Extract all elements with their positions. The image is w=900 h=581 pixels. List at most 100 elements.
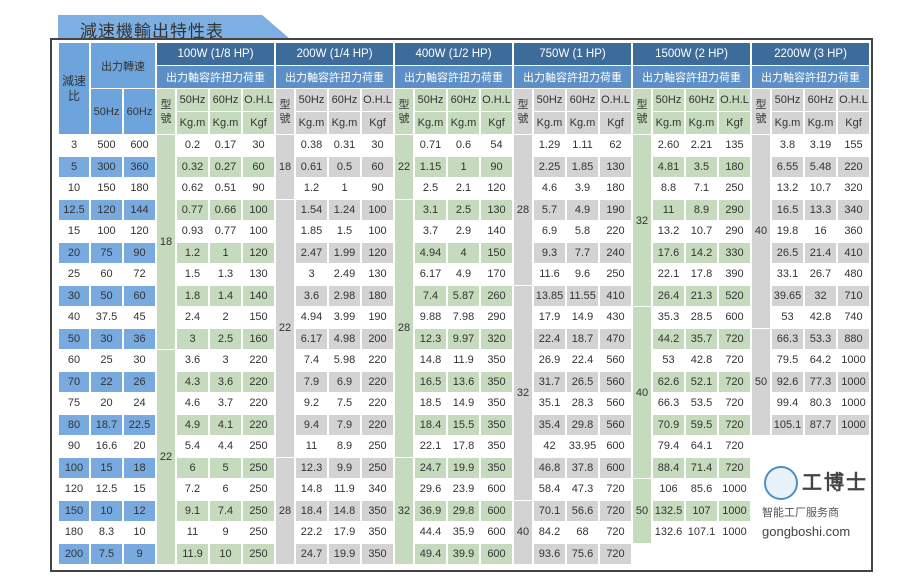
torque-60hz-cell: 13.3 — [805, 199, 836, 220]
ohl-cell: 290 — [487, 311, 506, 324]
ohl-cell: 155 — [844, 139, 863, 152]
torque-header: 出力軸容許扭力荷重 — [157, 66, 274, 88]
ohl-cell: 1000 — [841, 354, 866, 367]
ohl-cell: 720 — [719, 328, 750, 349]
speed-60hz-cell: 144 — [124, 199, 155, 220]
model-cell: 50 — [752, 328, 770, 435]
ohl-cell: 220 — [362, 414, 393, 435]
empty-cell — [752, 436, 770, 457]
torque-60hz-cell: 35.9 — [452, 526, 475, 539]
torque-50hz-cell: 58.4 — [538, 483, 561, 496]
ohl-cell: 410 — [600, 285, 631, 306]
torque-50hz-cell: 11 — [653, 199, 684, 220]
ohl-cell: 350 — [481, 371, 512, 392]
torque-60hz-cell: 3.5 — [686, 156, 717, 177]
speed-50hz-cell: 30 — [91, 328, 122, 349]
col-50hz-header: 50Hz — [177, 89, 208, 111]
unit-kgm: Kg.m — [210, 112, 241, 134]
torque-60hz-cell: 26.5 — [567, 371, 598, 392]
torque-60hz-cell: 59.5 — [686, 414, 717, 435]
torque-50hz-cell: 44.2 — [653, 328, 684, 349]
torque-60hz-cell: 26.7 — [809, 268, 832, 281]
torque-50hz-cell: 7.9 — [296, 371, 327, 392]
torque-60hz-cell: 22.4 — [571, 354, 594, 367]
torque-50hz-cell: 44.4 — [419, 526, 442, 539]
ohl-cell: 720 — [719, 371, 750, 392]
ohl-cell: 130 — [368, 268, 387, 281]
torque-50hz-cell: 13.85 — [534, 285, 565, 306]
torque-60hz-cell: 1 — [210, 242, 241, 263]
torque-50hz-cell: 8.8 — [660, 182, 677, 195]
ohl-cell: 60 — [362, 156, 393, 177]
torque-50hz-cell: 1.15 — [415, 156, 446, 177]
ohl-cell: 30 — [371, 139, 384, 152]
table-row: 70 22 26 4.3 3.6 220 7.9 6.9 220 16.5 13.6 350 31.7 2… — [59, 371, 869, 392]
torque-50hz-cell: 3 — [177, 328, 208, 349]
empty-cell — [653, 544, 684, 565]
torque-60hz-cell: 53.5 — [690, 397, 713, 410]
torque-50hz-cell: 1.2 — [177, 242, 208, 263]
ratio-cell: 25 — [67, 268, 81, 281]
speed-50hz-cell: 60 — [100, 268, 113, 281]
torque-50hz-cell: 22.1 — [657, 268, 680, 281]
torque-50hz-cell: 29.6 — [419, 483, 442, 496]
torque-50hz-cell: 106 — [659, 483, 678, 496]
torque-60hz-cell: 0.27 — [210, 156, 241, 177]
speed-60hz-cell: 15 — [133, 483, 146, 496]
torque-50hz-cell: 3.6 — [184, 354, 201, 367]
ohl-cell: 250 — [249, 526, 268, 539]
torque-50hz-cell: 4.94 — [300, 311, 323, 324]
model-cell: 32 — [395, 457, 413, 564]
torque-60hz-cell: 107.1 — [687, 526, 716, 539]
model-header: 型號 — [157, 89, 175, 134]
torque-60hz-cell: 17.8 — [690, 268, 713, 281]
speed-60hz-cell: 90 — [124, 242, 155, 263]
table-row: 60 25 30 22 3.6 3 220 7.4 5.98 220 14.8 11.9 350 26.9… — [59, 350, 869, 564]
torque-header: 出力軸容許扭力荷重 — [633, 66, 750, 88]
torque-60hz-cell: 3.99 — [333, 311, 356, 324]
ohl-cell: 560 — [600, 371, 631, 392]
torque-50hz-cell: 9.2 — [303, 397, 320, 410]
empty-cell — [633, 544, 651, 565]
torque-60hz-cell: 7.1 — [693, 182, 710, 195]
torque-header: 出力軸容許扭力荷重 — [514, 66, 631, 88]
torque-60hz-cell: 28.5 — [690, 311, 713, 324]
torque-60hz-cell: 7.5 — [336, 397, 353, 410]
torque-60hz-cell: 1.4 — [210, 285, 241, 306]
unit-kgm: Kg.m — [805, 112, 836, 134]
ratio-header-label: 減速比 — [62, 73, 87, 103]
torque-60hz-cell: 2.98 — [329, 285, 360, 306]
torque-50hz-cell: 88.4 — [653, 457, 684, 478]
unit-kgf: Kgf — [243, 112, 274, 134]
torque-50hz-cell: 0.38 — [300, 139, 323, 152]
ohl-cell: 260 — [481, 285, 512, 306]
torque-60hz-cell: 0.51 — [214, 182, 237, 195]
speed-50hz-cell: 100 — [97, 225, 116, 238]
unit-kgf: Kgf — [362, 112, 393, 134]
torque-50hz-cell: 4.94 — [415, 242, 446, 263]
unit-kgf: Kgf — [838, 112, 869, 134]
ohl-cell: 190 — [600, 199, 631, 220]
ohl-cell: 100 — [243, 199, 274, 220]
col-ohl-header: O.H.L — [600, 89, 631, 111]
torque-50hz-cell: 6 — [177, 457, 208, 478]
speed-50hz-cell: 25 — [100, 354, 113, 367]
model-header: 型號 — [276, 89, 294, 134]
torque-60hz-cell: 4.1 — [210, 414, 241, 435]
torque-50hz-cell: 79.5 — [776, 354, 799, 367]
col-60hz-header: 60Hz — [329, 89, 360, 111]
torque-50hz-cell: 79.4 — [657, 440, 680, 453]
unit-kgf: Kgf — [600, 112, 631, 134]
speed-60hz-cell: 600 — [130, 139, 149, 152]
ohl-cell: 250 — [243, 543, 274, 564]
torque-60hz-cell: 6 — [222, 483, 229, 496]
ohl-cell: 100 — [249, 225, 268, 238]
torque-50hz-cell: 4.81 — [653, 156, 684, 177]
torque-60hz-cell: 21.3 — [686, 285, 717, 306]
ohl-cell: 250 — [362, 457, 393, 478]
torque-50hz-cell: 6.9 — [541, 225, 558, 238]
model-cell: 28 — [395, 199, 413, 457]
ohl-cell: 180 — [719, 156, 750, 177]
torque-50hz-cell: 17.6 — [653, 242, 684, 263]
ohl-cell: 720 — [725, 397, 744, 410]
